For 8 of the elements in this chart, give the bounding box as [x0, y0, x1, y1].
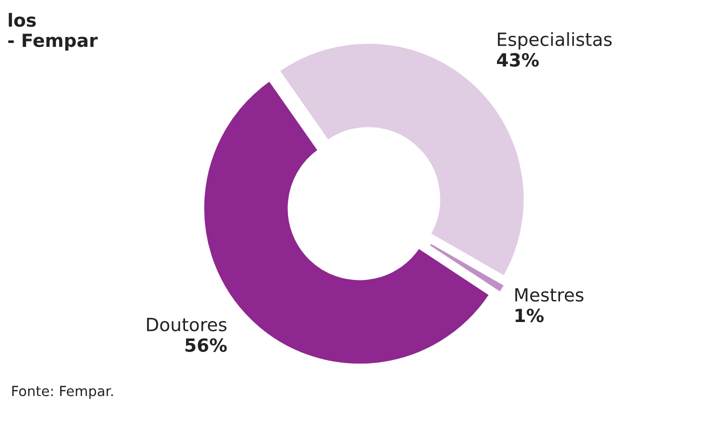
source-note: Fonte: Fempar.: [12, 386, 113, 399]
data-label: 1%: [516, 308, 544, 322]
chart-title: los - Fempar: [8, 12, 98, 51]
slice-label: Especialistas: [498, 32, 612, 50]
slice-label: Doutores: [147, 318, 226, 332]
data-label: 43%: [496, 53, 539, 67]
data-label: 56%: [186, 338, 227, 352]
slice-label: Mestres: [515, 288, 584, 302]
